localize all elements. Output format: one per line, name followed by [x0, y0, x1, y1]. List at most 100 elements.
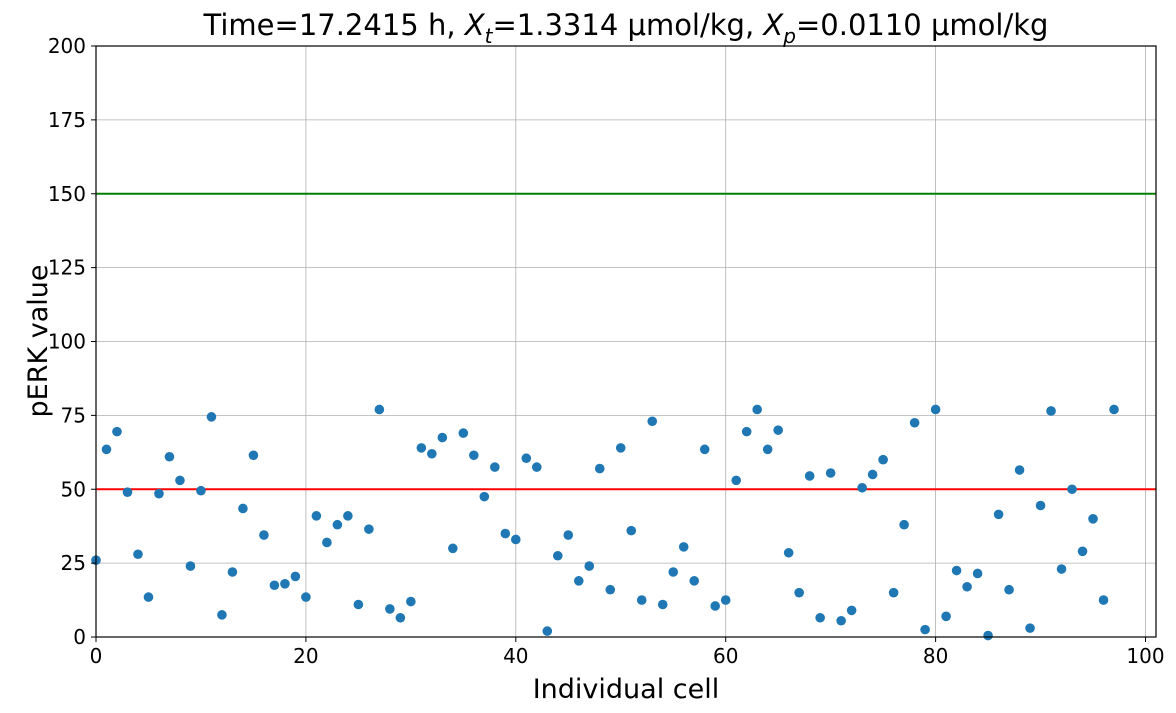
data-point — [133, 549, 143, 560]
data-point — [164, 451, 175, 462]
data-point — [794, 587, 804, 598]
data-point — [385, 604, 395, 614]
title-part-3: =0.0110 μmol/kg — [796, 8, 1048, 42]
data-point — [196, 485, 206, 496]
data-point — [437, 432, 448, 443]
data-point — [175, 475, 185, 486]
data-point — [112, 426, 122, 437]
y-tick-label: 25 — [61, 551, 86, 575]
data-point — [227, 567, 238, 577]
x-tick-label: 80 — [923, 644, 948, 668]
data-point — [427, 448, 437, 459]
data-point — [206, 412, 217, 422]
data-point — [332, 519, 343, 530]
data-point — [542, 626, 553, 636]
data-point — [888, 587, 899, 598]
data-point — [101, 444, 112, 455]
data-point — [1014, 465, 1025, 475]
data-point — [647, 416, 658, 427]
data-point — [353, 599, 364, 610]
data-point — [1035, 500, 1046, 511]
data-point — [741, 426, 752, 437]
data-point — [899, 519, 909, 530]
data-point — [573, 576, 584, 586]
x-tick-label: 100 — [1126, 644, 1164, 668]
data-point — [322, 537, 332, 548]
data-point — [752, 404, 762, 415]
data-point — [395, 612, 406, 623]
data-point — [783, 547, 794, 558]
data-point — [878, 454, 888, 465]
data-point — [993, 509, 1004, 520]
data-point — [951, 565, 962, 576]
y-tick-label: 125 — [48, 256, 86, 280]
data-point — [479, 491, 490, 502]
data-point — [804, 471, 815, 481]
data-point — [301, 592, 311, 602]
data-point — [521, 453, 532, 464]
data-point — [909, 417, 920, 428]
y-tick-label: 75 — [61, 403, 86, 427]
data-point — [290, 571, 301, 582]
title-var-1: X — [463, 8, 486, 42]
data-point — [458, 428, 469, 438]
data-point — [857, 482, 867, 493]
data-point — [1025, 623, 1035, 633]
data-point — [563, 530, 574, 540]
title-part-2: =1.3314 μmol/kg, — [493, 8, 764, 42]
x-tick-label: 60 — [713, 644, 738, 668]
data-point — [584, 561, 595, 571]
data-point — [773, 425, 783, 435]
title-sub-2: p — [782, 24, 796, 48]
data-point — [636, 595, 647, 605]
data-point — [416, 443, 427, 453]
data-point — [490, 462, 500, 472]
title-part-1: Time=17.2415 h, — [203, 8, 465, 42]
data-point — [217, 610, 227, 620]
data-point — [269, 580, 280, 591]
data-point — [448, 543, 458, 554]
data-point — [185, 561, 196, 571]
data-point — [311, 511, 322, 521]
data-point — [720, 595, 731, 605]
data-point — [605, 584, 616, 595]
data-point — [825, 468, 836, 478]
y-tick-label: 200 — [48, 34, 86, 58]
data-point — [143, 592, 154, 602]
y-tick-label: 0 — [73, 625, 86, 649]
data-point — [280, 579, 290, 589]
title-var-2: X — [761, 8, 784, 42]
data-point — [972, 568, 983, 579]
data-point — [1004, 584, 1014, 595]
data-point — [1067, 484, 1077, 495]
data-point — [154, 488, 164, 499]
data-point — [699, 444, 710, 455]
data-point — [689, 576, 700, 586]
y-tick-label: 50 — [61, 477, 86, 501]
y-tick-label: 100 — [48, 330, 86, 354]
data-point — [678, 542, 689, 552]
data-point — [920, 624, 930, 635]
data-point — [941, 611, 951, 622]
data-point — [867, 469, 878, 480]
data-point — [531, 462, 542, 472]
data-point — [983, 630, 993, 641]
data-point — [962, 581, 972, 592]
y-tick-label: 150 — [48, 182, 86, 206]
data-point — [511, 534, 521, 545]
data-point — [469, 450, 479, 461]
x-tick-label: 0 — [90, 644, 103, 668]
data-point — [731, 475, 741, 486]
y-axis-ticks: 0 25 50 75 100 125 150 175 200 — [48, 34, 96, 649]
chart-title: Time=17.2415 h, Xt=1.3314 μmol/kg, Xp=0.… — [203, 8, 1049, 48]
data-point — [657, 599, 668, 610]
y-tick-label: 175 — [48, 108, 86, 132]
x-tick-label: 20 — [293, 644, 318, 668]
x-axis-label: Individual cell — [533, 674, 720, 705]
x-axis-ticks: 0 20 40 60 80 100 — [90, 637, 1165, 668]
data-point — [930, 404, 941, 415]
title-sub-1: t — [485, 24, 494, 48]
data-point — [1046, 406, 1056, 416]
